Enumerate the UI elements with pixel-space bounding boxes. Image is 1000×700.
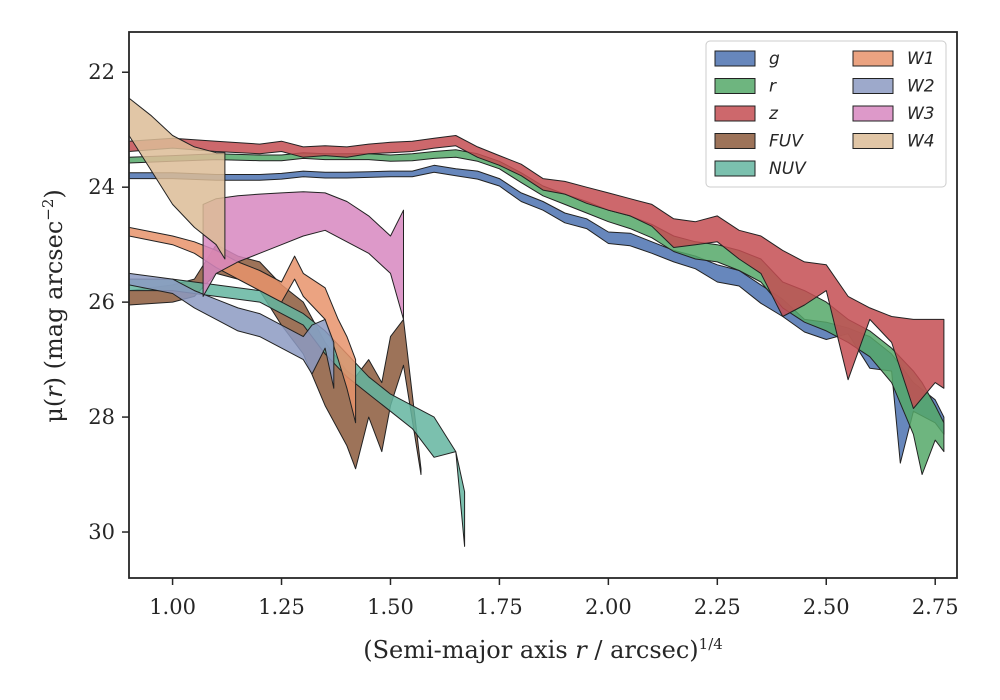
legend-label-z: z: [768, 104, 779, 124]
legend-label-w4: W4: [907, 132, 935, 152]
legend: grz FUV NUV W1 W2 W3 W4: [705, 40, 947, 188]
x-tick-label: 1.25: [258, 595, 305, 619]
y-axis-label: μ(r) (mag arcsec−2): [39, 189, 68, 423]
x-tick-label: 1.00: [149, 595, 196, 619]
legend-label-w1: W1: [907, 49, 935, 69]
legend-label-fuv: FUV: [769, 132, 804, 152]
axes-frame: [128, 31, 958, 579]
legend-label-w2: W2: [907, 77, 935, 97]
legend-swatch-r: [714, 78, 756, 94]
x-tick-label: 1.50: [367, 595, 414, 619]
band-w3: [202, 191, 404, 320]
y-tick-label: 30: [88, 520, 115, 544]
band-z: [129, 135, 945, 409]
x-tick-label: 2.25: [694, 595, 741, 619]
axes: 1.00 1.25 1.50 1.75 2.00 2.25 2.50 2.75 22 24 26 28…: [88, 31, 959, 619]
band-w2: [129, 272, 335, 389]
legend-label-nuv: NUV: [769, 159, 807, 179]
legend-swatch-z: [714, 105, 756, 122]
legend-label-r: r: [769, 77, 777, 97]
y-tick-label: 22: [88, 60, 115, 84]
band-nuv: [129, 278, 466, 547]
legend-swatch-nuv: [714, 160, 756, 177]
x-axis-label: (Semi-major axis r / arcsec)1/4: [363, 635, 723, 664]
legend-swatch-w2: [852, 78, 894, 94]
x-tick-label: 2.00: [585, 595, 632, 619]
legend-swatch-g: [714, 50, 756, 67]
legend-swatch-w3: [852, 105, 894, 122]
x-tick-label: 2.50: [803, 595, 850, 619]
legend-label-w3: W3: [907, 104, 935, 124]
plot-area: [129, 97, 945, 547]
legend-box: [705, 40, 947, 188]
legend-label-g: g: [769, 49, 780, 69]
y-tick-label: 28: [88, 405, 115, 429]
band-w4: [129, 97, 226, 260]
y-tick-label: 26: [88, 290, 115, 314]
legend-swatch-w1: [852, 50, 894, 67]
x-tick-label: 2.75: [912, 595, 959, 619]
band-w1: [129, 226, 357, 424]
band-r: [129, 149, 945, 475]
x-tick-label: 1.75: [476, 595, 523, 619]
legend-swatch-w4: [852, 133, 894, 149]
y-tick-label: 24: [88, 175, 115, 199]
legend-swatch-fuv: [714, 133, 756, 149]
